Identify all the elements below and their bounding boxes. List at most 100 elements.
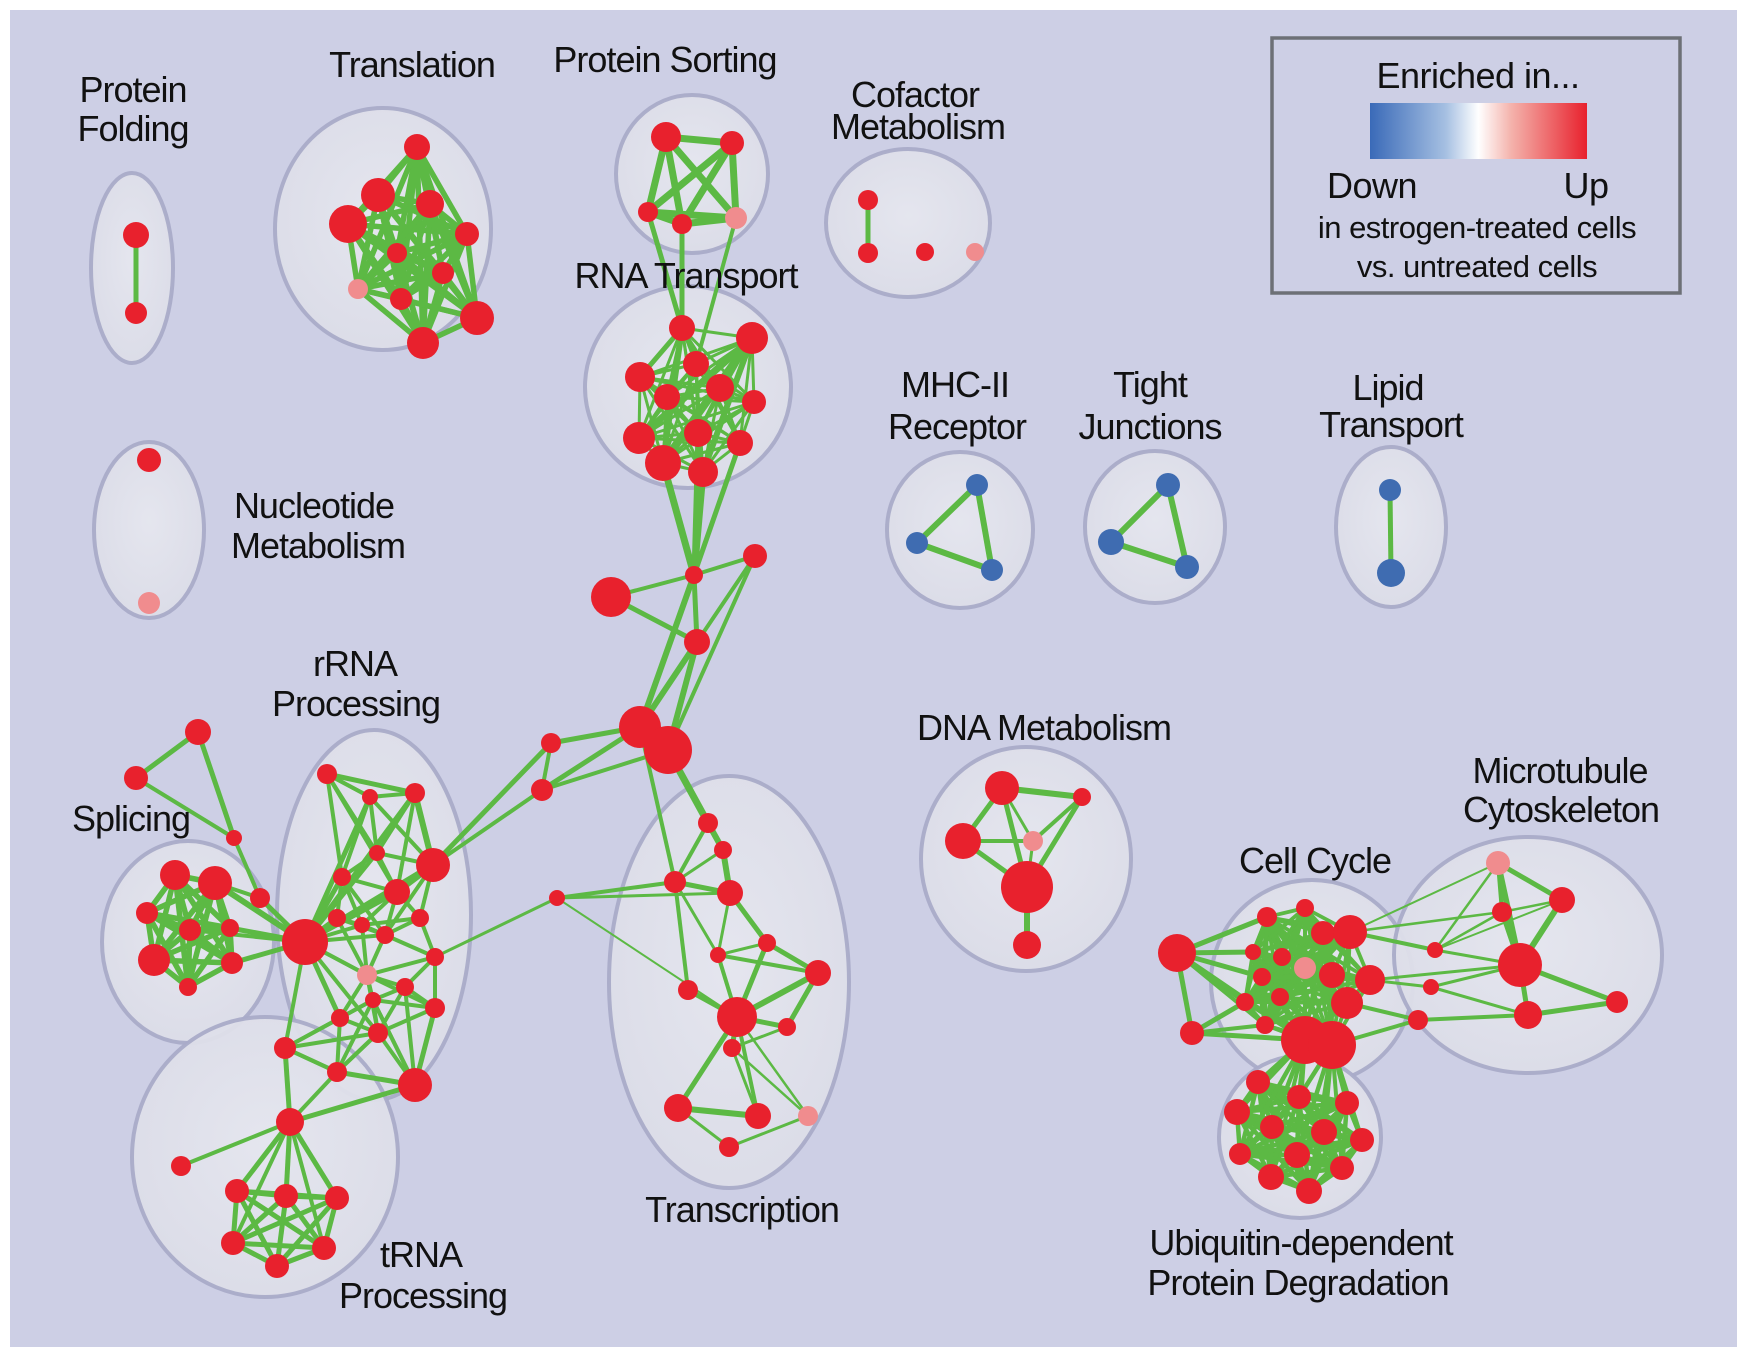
rrna-processing-node-20	[274, 1037, 296, 1059]
nucleotide-metabolism-label-0: Nucleotide	[234, 485, 394, 526]
translation-node-7	[348, 279, 368, 299]
connector-chain-node-11	[124, 766, 148, 790]
tight-junctions-node-2	[1175, 555, 1199, 579]
trna-processing-node-1	[171, 1156, 191, 1176]
rna-transport-node-5	[706, 374, 734, 402]
rrna-processing-node-5	[369, 845, 385, 861]
connector-chain-node-12	[250, 888, 270, 908]
splicing-edge	[185, 926, 233, 989]
rrna-processing-edge	[384, 933, 436, 959]
rrna-processing-edge	[372, 998, 436, 1010]
cell-cycle-node-12	[1236, 993, 1254, 1011]
cofactor-metabolism-node-2	[916, 243, 934, 261]
connector-chain-node-9	[226, 830, 242, 846]
microtubule-cytoskeleton-label-0: Microtubule	[1472, 750, 1647, 791]
trna-processing-edge	[275, 1196, 339, 1268]
rrna-processing-node-10	[282, 919, 328, 965]
inter-cluster-edge	[431, 788, 544, 867]
rrna-processing-node-0	[317, 764, 337, 784]
transcription-node-7	[678, 980, 698, 1000]
trna-processing-label-1: Processing	[339, 1275, 507, 1316]
microtubule-cytoskeleton-edge	[1527, 999, 1618, 1018]
inter-cluster-edge	[645, 211, 685, 329]
transcription-node-1	[714, 841, 732, 859]
mhc-ii-receptor-node-0	[966, 474, 988, 496]
inter-cluster-edge	[556, 897, 738, 1018]
rna-transport-node-4	[654, 384, 680, 410]
mhc-ii-receptor-node-1	[906, 532, 928, 554]
cell-cycle-node-2	[1257, 907, 1277, 927]
dna-metabolism-node-2	[945, 823, 981, 859]
connector-chain-node-5	[644, 726, 692, 774]
cell-cycle-node-9	[1253, 968, 1271, 986]
protein-sorting-edge	[663, 134, 739, 221]
transcription-edge	[731, 1025, 788, 1050]
legend-up-label: Up	[1563, 165, 1608, 206]
tight-junctions-node-1	[1098, 529, 1124, 555]
legend-down-label: Down	[1327, 165, 1417, 206]
microtubule-cytoskeleton-node-3	[1498, 943, 1542, 987]
protein-sorting-node-1	[720, 131, 744, 155]
microtubule-cytoskeleton-edge	[1433, 862, 1500, 951]
rrna-processing-node-8	[354, 917, 370, 933]
connector-chain-node-10	[185, 719, 211, 745]
ubiquitin-degradation-label-0: Ubiquitin-dependent	[1149, 1222, 1453, 1263]
trna-processing-node-7	[265, 1254, 289, 1278]
lipid-transport-label-1: Transport	[1319, 404, 1464, 445]
splicing-node-7	[179, 978, 197, 996]
protein-sorting-edge	[679, 141, 735, 226]
rna-transport-node-8	[684, 419, 712, 447]
microtubule-cytoskeleton-node-7	[1423, 979, 1439, 995]
dna-metabolism-node-4	[1001, 861, 1053, 913]
rna-transport-edge	[659, 335, 756, 466]
transcription-edge	[717, 953, 819, 975]
cell-cycle-node-7	[1273, 948, 1291, 966]
cell-cycle-node-0	[1158, 934, 1196, 972]
microtubule-cytoskeleton-node-8	[1408, 1010, 1428, 1030]
splicing-node-3	[179, 919, 201, 941]
microtubule-cytoskeleton-node-0	[1486, 851, 1510, 875]
rrna-processing-edge	[366, 955, 436, 977]
inter-cluster-edge	[431, 741, 553, 867]
cofactor-metabolism-node-3	[966, 243, 984, 261]
transcription-node-10	[723, 1039, 741, 1057]
splicing-label-0: Splicing	[72, 798, 190, 839]
ubiquitin-degradation-node-3	[1224, 1099, 1250, 1125]
trna-processing-edge	[235, 1120, 292, 1193]
transcription-edge	[735, 1016, 810, 1117]
tight-junctions-label-1: Junctions	[1078, 406, 1221, 447]
inter-cluster-edge	[556, 891, 731, 900]
microtubule-cytoskeleton-node-2	[1492, 902, 1512, 922]
mhc-ii-receptor-edge	[915, 540, 994, 573]
dna-metabolism-node-3	[1023, 831, 1043, 851]
cell-cycle-edge	[1251, 906, 1307, 954]
lipid-transport-label-0: Lipid	[1352, 367, 1423, 408]
rna-transport-node-2	[683, 351, 709, 377]
ubiquitin-degradation-node-7	[1229, 1143, 1251, 1165]
tight-junctions-label-0: Tight	[1113, 364, 1188, 405]
rrna-processing-node-7	[328, 909, 346, 927]
protein-folding-label-0: Protein	[79, 69, 186, 110]
cell-cycle-label-0: Cell Cycle	[1239, 840, 1391, 881]
nucleotide-metabolism-label-1: Metabolism	[231, 525, 405, 566]
inter-cluster-edge	[691, 432, 701, 576]
mhc-ii-receptor-node-2	[981, 559, 1003, 581]
mhc-ii-receptor-edge	[914, 482, 980, 546]
cell-cycle-node-15	[1256, 1016, 1274, 1034]
cell-cycle-node-13	[1271, 988, 1289, 1006]
dna-metabolism-edge	[1031, 795, 1084, 843]
rrna-processing-node-17	[331, 1009, 349, 1027]
connector-chain-edge	[695, 554, 757, 644]
transcription-edge	[673, 881, 690, 991]
transcription-node-5	[758, 934, 776, 952]
inter-cluster-edge	[1349, 910, 1503, 934]
protein-sorting-node-4	[725, 207, 747, 229]
trna-processing-node-4	[325, 1186, 349, 1210]
translation-node-1	[361, 178, 395, 212]
inter-cluster-edge	[694, 217, 738, 365]
rrna-processing-edge	[335, 999, 375, 1073]
rna-transport-edge	[636, 335, 755, 441]
rrna-processing-edge	[326, 771, 416, 796]
